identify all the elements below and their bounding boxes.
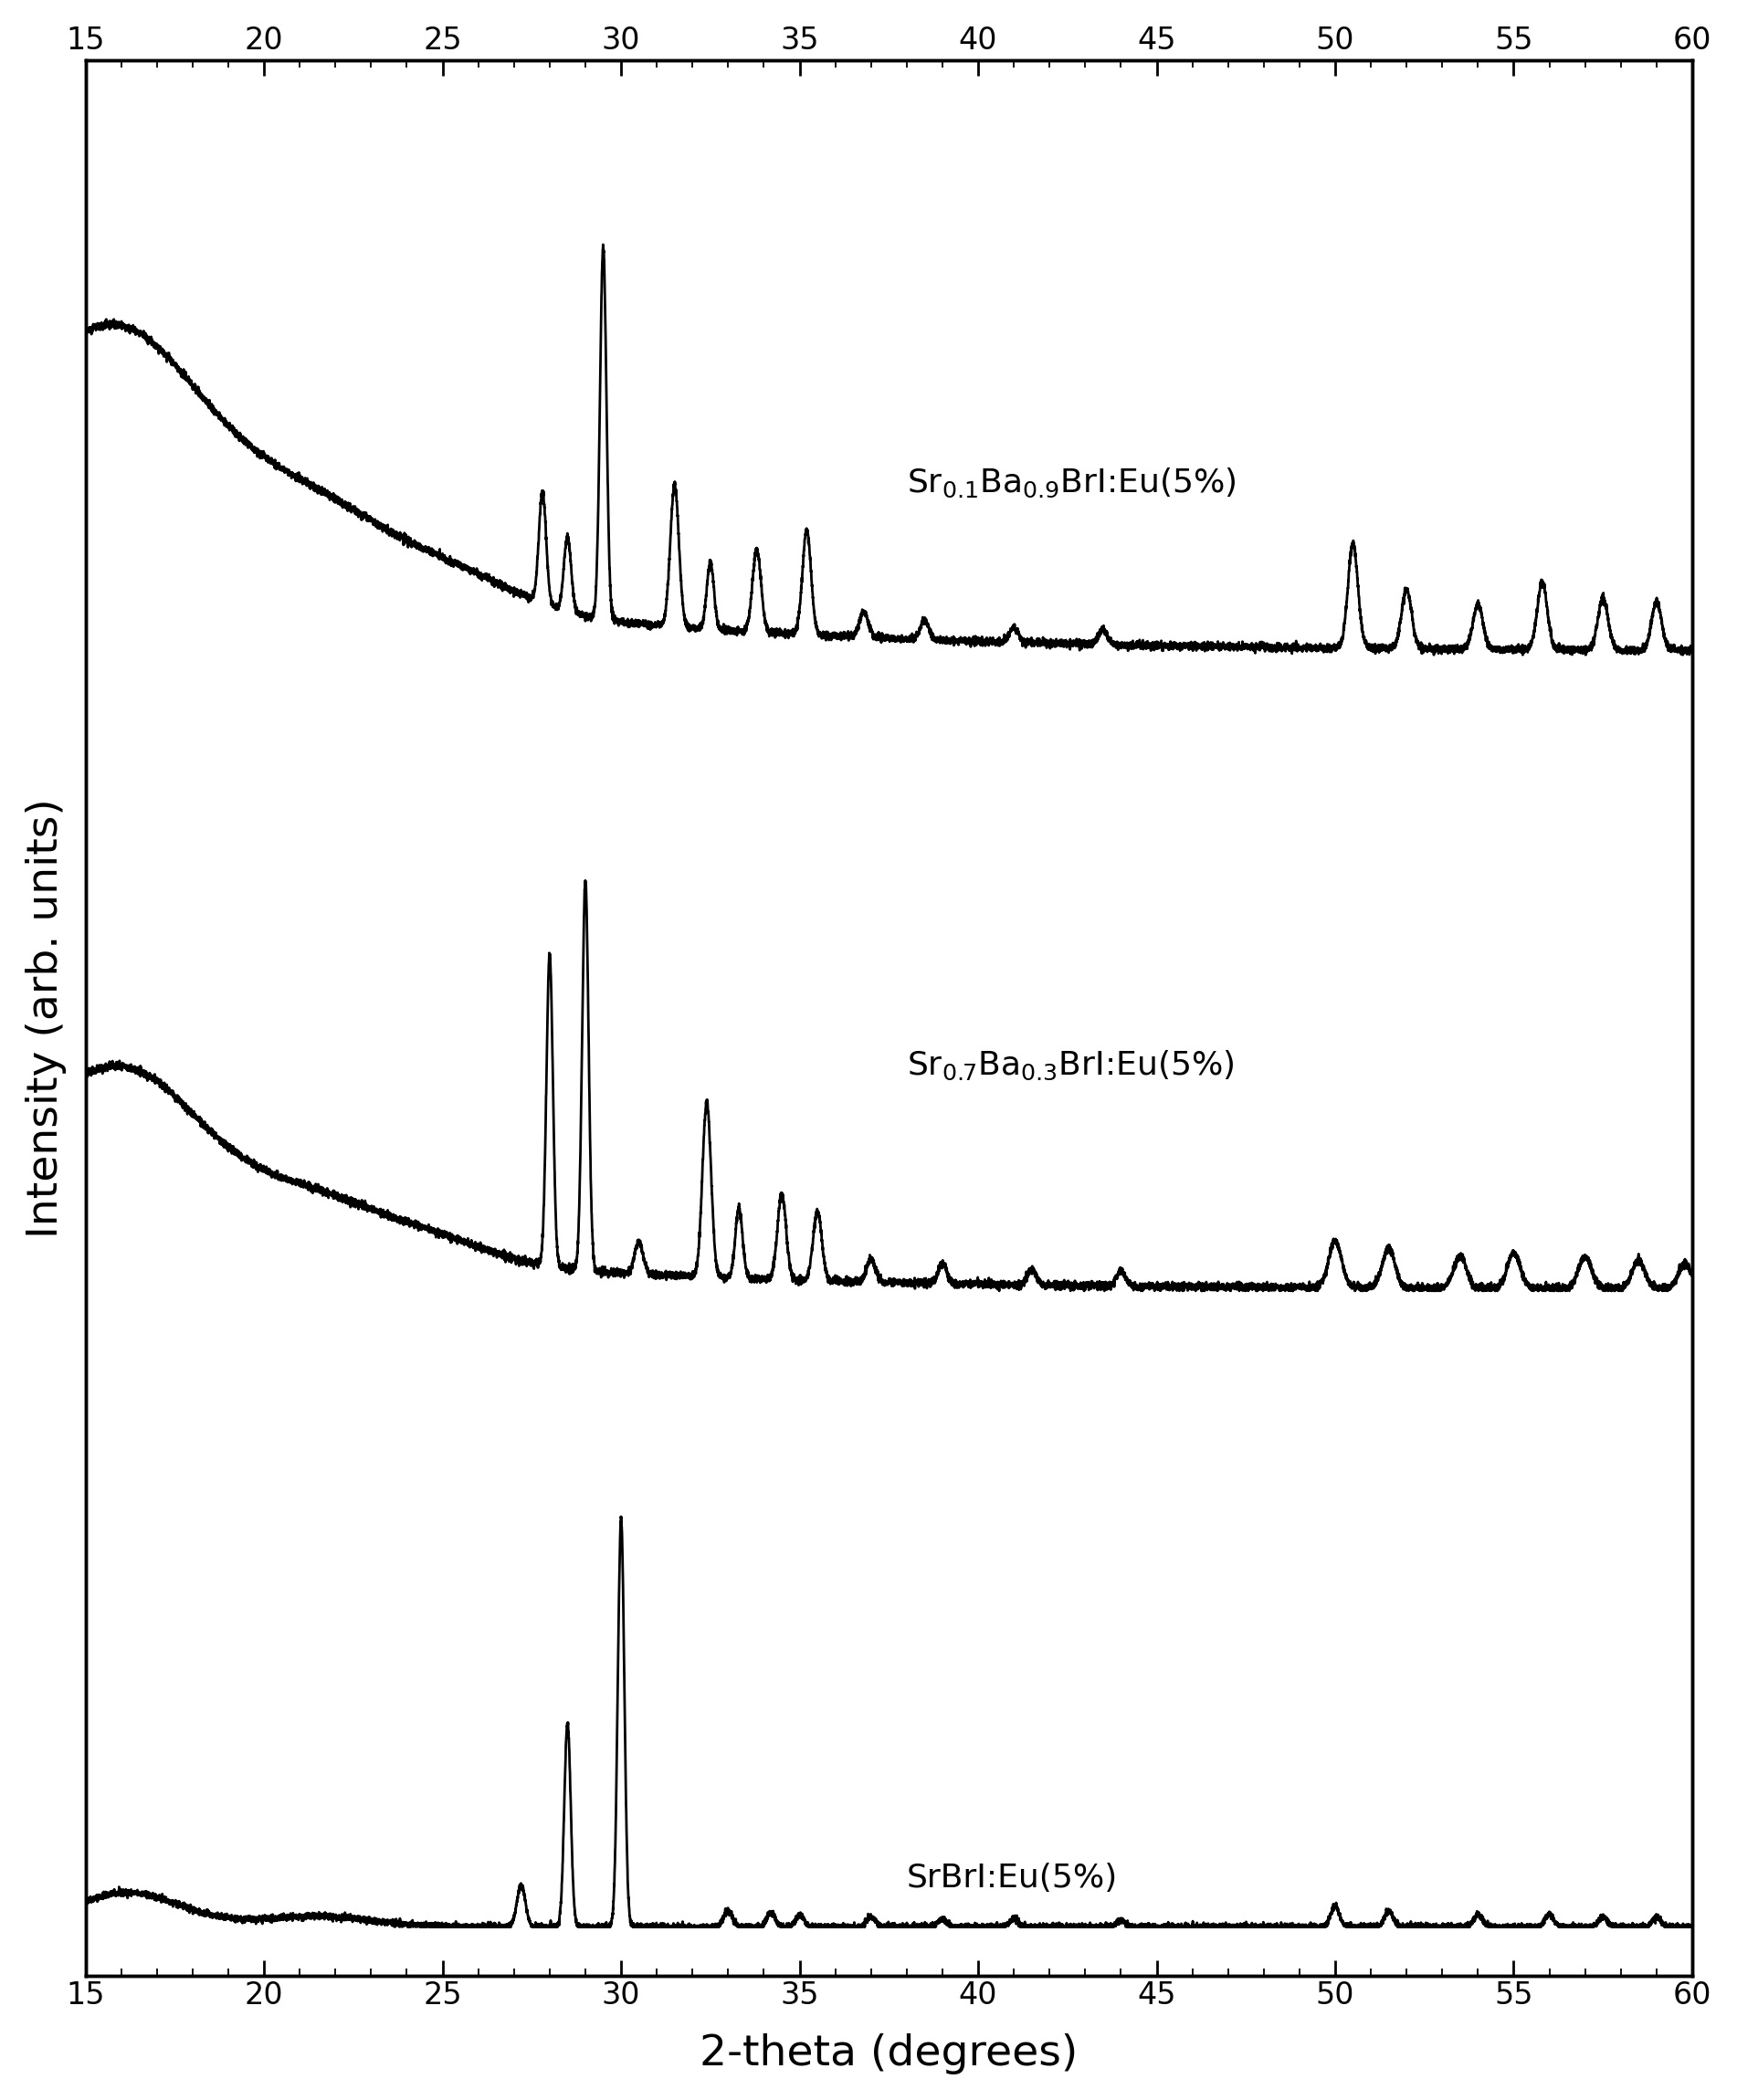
Y-axis label: Intensity (arb. units): Intensity (arb. units) <box>26 798 66 1239</box>
Text: Sr$_{0.7}$Ba$_{0.3}$BrI:Eu(5%): Sr$_{0.7}$Ba$_{0.3}$BrI:Eu(5%) <box>907 1048 1233 1082</box>
X-axis label: 2-theta (degrees): 2-theta (degrees) <box>700 2033 1079 2075</box>
Text: SrBrI:Eu(5%): SrBrI:Eu(5%) <box>907 1863 1119 1894</box>
Text: Sr$_{0.1}$Ba$_{0.9}$BrI:Eu(5%): Sr$_{0.1}$Ba$_{0.9}$BrI:Eu(5%) <box>907 466 1235 500</box>
